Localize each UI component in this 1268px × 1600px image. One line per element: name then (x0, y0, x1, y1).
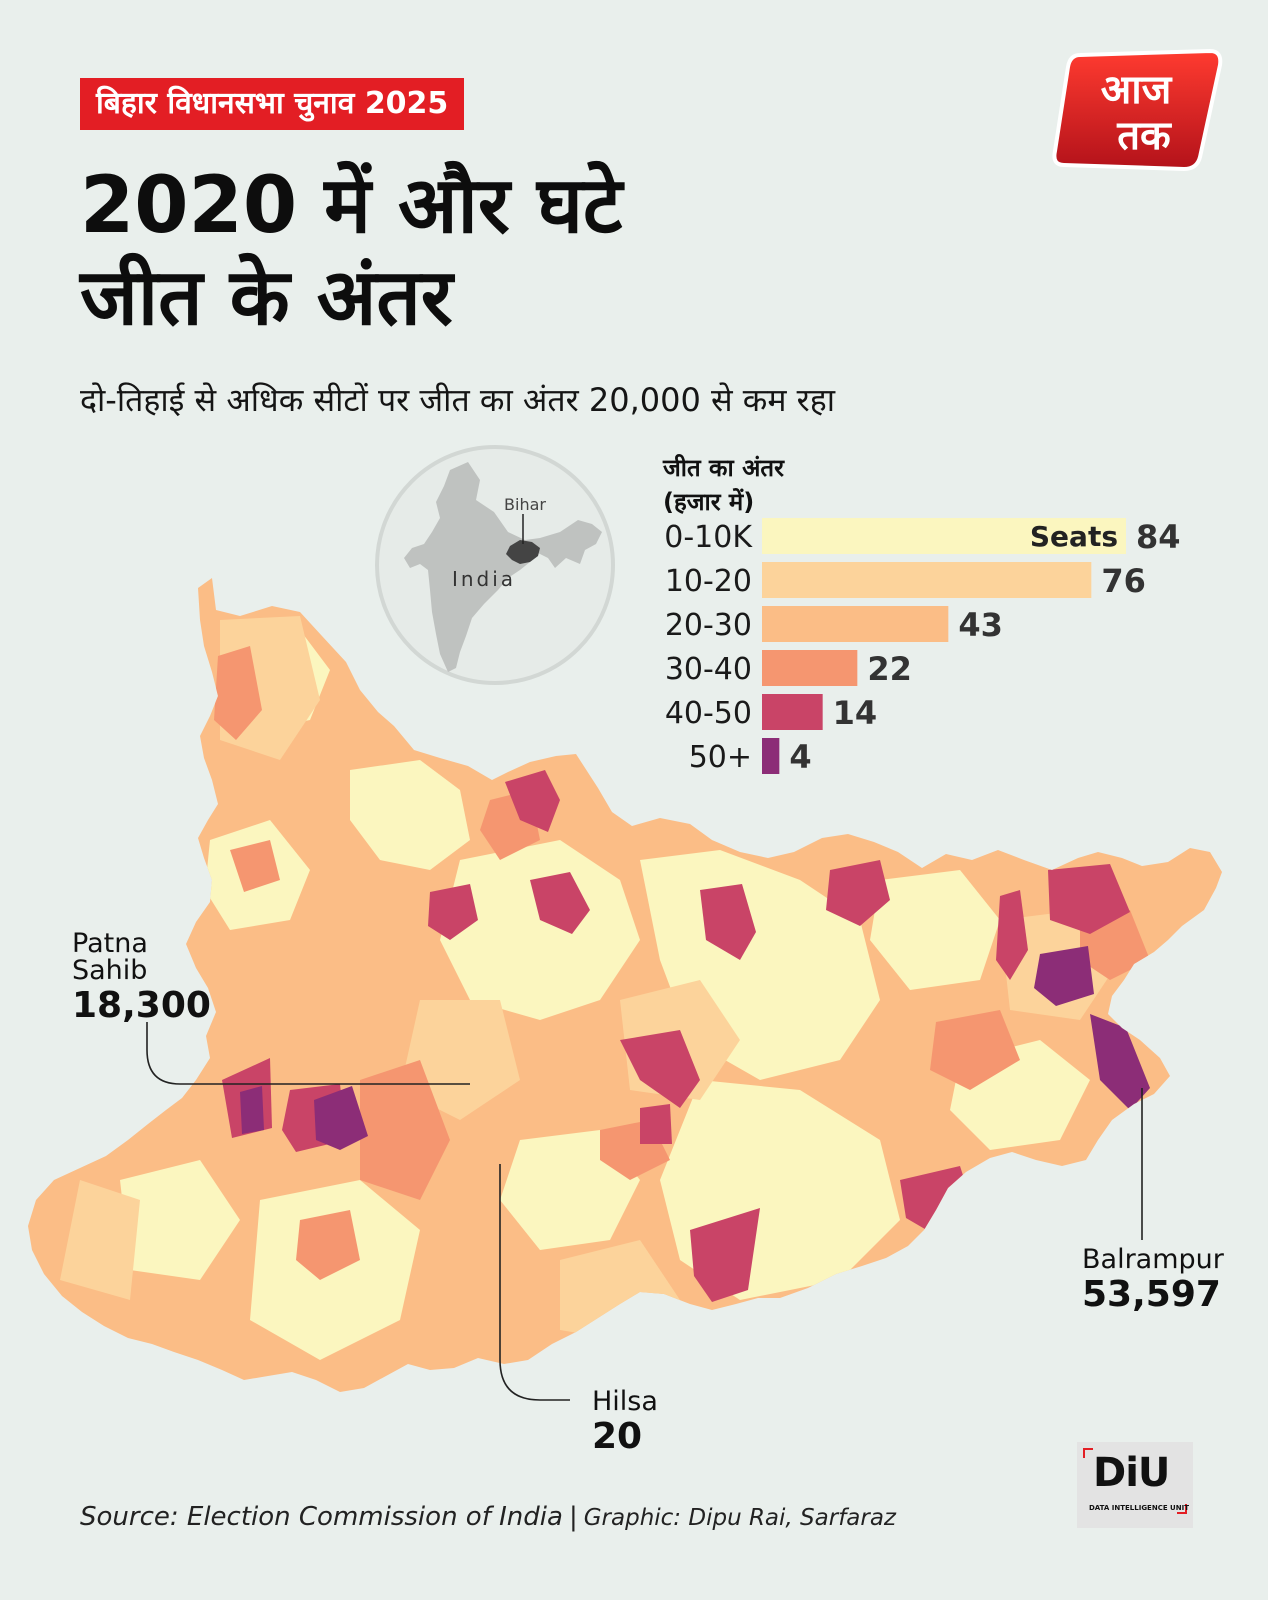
balrampur-callout: Balrampur 53,597 (1082, 1246, 1224, 1316)
bar (762, 694, 823, 730)
source-text: Source: Election Commission of India (80, 1502, 563, 1532)
headline: 2020 में और घटे जीत के अंतर (80, 160, 780, 344)
hilsa-leader-line (499, 1164, 570, 1401)
bar (762, 650, 858, 686)
bar-value-label: 84 (1136, 518, 1181, 556)
bar (762, 738, 780, 774)
bar (762, 606, 949, 642)
bar-value-label: 14 (833, 694, 878, 732)
headline-line-2: जीत के अंतर (80, 253, 453, 344)
india-inset: Bihar India (375, 445, 615, 685)
india-outline (404, 462, 602, 672)
source-separator: | (568, 1502, 578, 1532)
graphic-credit: Graphic: Dipu Rai, Sarfaraz (583, 1505, 897, 1531)
patna-sahib-callout: Patna Sahib 18,300 (72, 930, 211, 1027)
subtitle: दो-तिहाई से अधिक सीटों पर जीत का अंतर 20… (80, 381, 836, 419)
hilsa-margin-value: 20 (592, 1416, 643, 1457)
chart-title-line-2: (हजार में) (663, 487, 755, 516)
hilsa-name: Hilsa (592, 1386, 658, 1417)
hilsa-callout: Hilsa 20 (592, 1388, 658, 1458)
source-credit: Source: Election Commission of India | Gra… (80, 1502, 896, 1532)
chart-title: जीत का अंतर (हजार में) (663, 452, 784, 519)
bar-category-label: 0-10K (664, 520, 753, 555)
balrampur-name: Balrampur (1082, 1244, 1224, 1275)
bar-value-label: 76 (1101, 562, 1146, 600)
bar-series-label: Seats (1030, 520, 1118, 553)
patna-name-line-1: Patna (72, 928, 148, 959)
bihar-inset-shape (506, 540, 540, 564)
bar-category-label: 50+ (689, 740, 752, 775)
bar-value-label: 22 (867, 650, 912, 688)
diu-logo: DiU DATA INTELLIGENCE UNIT (1077, 1442, 1193, 1528)
bar-category-label: 30-40 (665, 652, 752, 687)
bihar-map-figure: Bihar India (28, 445, 1222, 1401)
diu-logo-text: DiU (1093, 1450, 1170, 1496)
bar (762, 562, 1092, 598)
diu-logo-subtitle: DATA INTELLIGENCE UNIT (1089, 1504, 1189, 1512)
aajtak-logo: आज तक (1052, 48, 1223, 172)
patna-name-line-2: Sahib (72, 955, 148, 986)
logo-line-2: तक (1116, 113, 1172, 159)
logo-line-1: आज (1101, 67, 1173, 113)
headline-line-1: 2020 में और घटे (80, 161, 623, 251)
balrampur-margin-value: 53,597 (1082, 1274, 1221, 1315)
bar-value-label: 43 (958, 606, 1003, 644)
patna-leader-line (146, 1022, 470, 1085)
inset-bihar-label: Bihar (504, 495, 546, 514)
chart-title-line-1: जीत का अंतर (663, 454, 784, 482)
election-tag: बिहार विधानसभा चुनाव 2025 (80, 78, 465, 130)
seat-bar-chart: 0-10K Seats 84 10-20 76 20-30 43 30-40 22 40-50 14… (664, 518, 1181, 776)
bar-category-label: 40-50 (665, 696, 752, 731)
patna-margin-value: 18,300 (72, 985, 211, 1026)
callout-leaders (146, 1022, 1143, 1401)
bar-category-label: 20-30 (665, 608, 752, 643)
bar-value-label: 4 (789, 738, 811, 776)
bar-category-label: 10-20 (665, 564, 752, 599)
bar (762, 518, 1126, 554)
inset-india-label: India (452, 567, 516, 591)
